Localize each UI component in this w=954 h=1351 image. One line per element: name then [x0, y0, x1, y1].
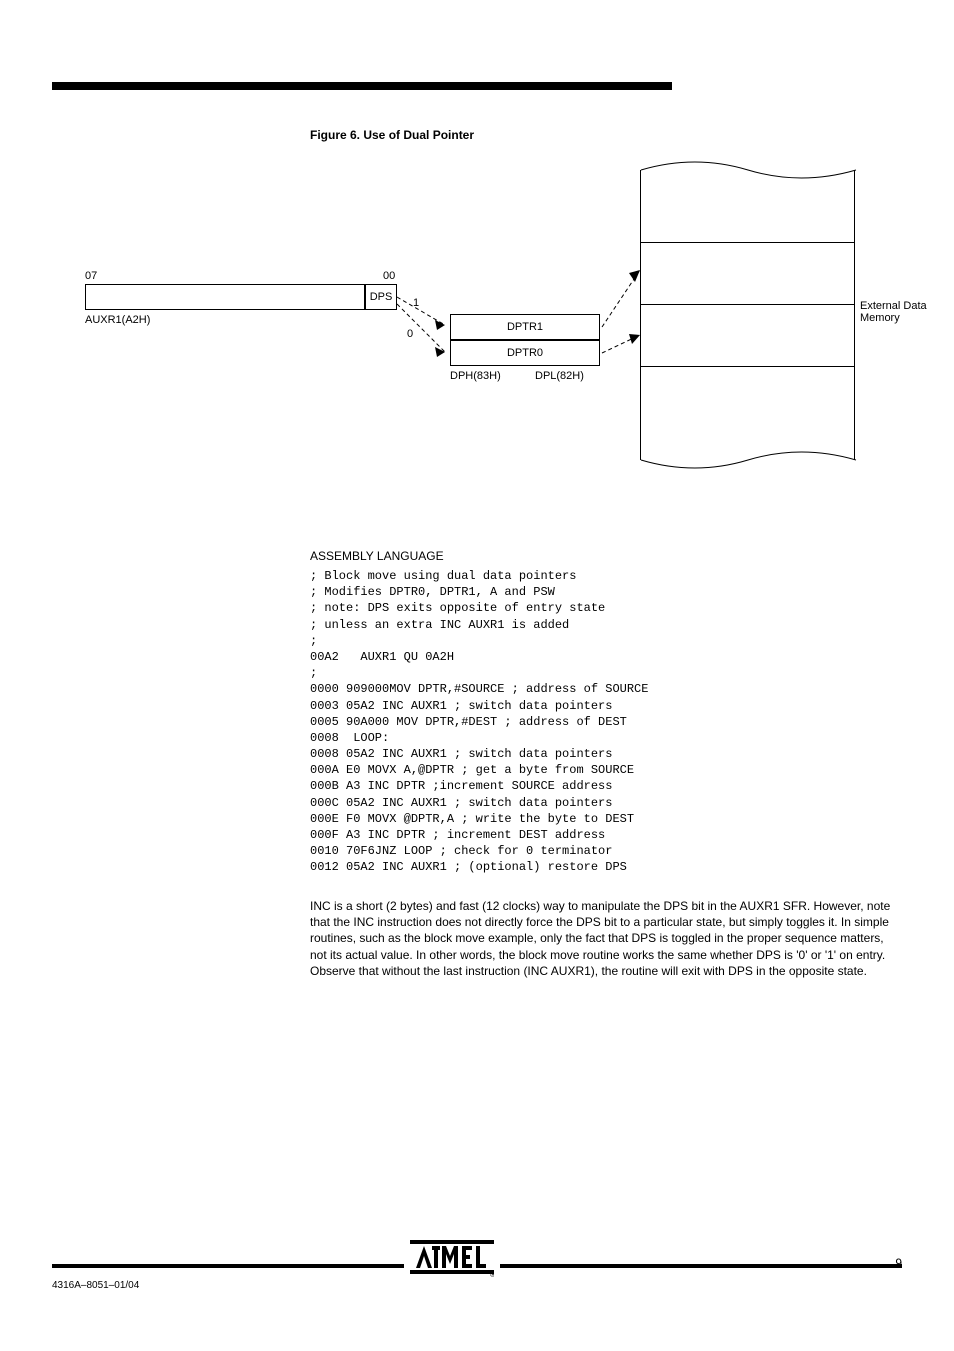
dual-pointer-diagram: External Data Memory DPS AUXR1(A2H) 07 0… [85, 170, 865, 480]
asm-heading: ASSEMBLY LANGUAGE [310, 548, 444, 564]
dps-1-label: 1 [413, 297, 419, 309]
figure-title: Figure 6. Use of Dual Pointer [310, 128, 474, 142]
page-number: 9 [895, 1256, 902, 1270]
bits-07: 07 [85, 270, 97, 282]
auxr1-box [85, 284, 365, 310]
asm-code-block: ; Block move using dual data pointers ; … [310, 568, 648, 876]
dptr1-label: DPTR1 [507, 321, 543, 333]
page-root: Figure 6. Use of Dual Pointer External D… [0, 0, 954, 1351]
footer-rule-right [500, 1264, 902, 1268]
dptr1-box: DPTR1 [450, 314, 600, 340]
ext-mem-label: External Data Memory [860, 300, 930, 324]
bits-00: 00 [383, 270, 395, 282]
header-rule [52, 82, 672, 90]
doc-id: 4316A–8051–01/04 [52, 1280, 139, 1291]
dph-label: DPH(83H) [450, 370, 501, 382]
dps-0-label: 0 [407, 328, 413, 340]
dptr0-label: DPTR0 [507, 347, 543, 359]
dps-bit-label: DPS [370, 291, 393, 303]
footer-rule-left [52, 1264, 404, 1268]
wave-top-icon [640, 158, 857, 182]
dptr0-box: DPTR0 [450, 340, 600, 366]
auxr1-label: AUXR1(A2H) [85, 314, 150, 326]
wave-bottom-icon [640, 448, 857, 472]
dpl-label: DPL(82H) [535, 370, 584, 382]
dps-cell: DPS [365, 284, 397, 310]
atmel-logo: ® [410, 1238, 494, 1278]
ext-mem-block [640, 170, 855, 460]
below-paragraph: INC is a short (2 bytes) and fast (12 cl… [310, 898, 900, 979]
svg-text:®: ® [490, 1270, 494, 1278]
